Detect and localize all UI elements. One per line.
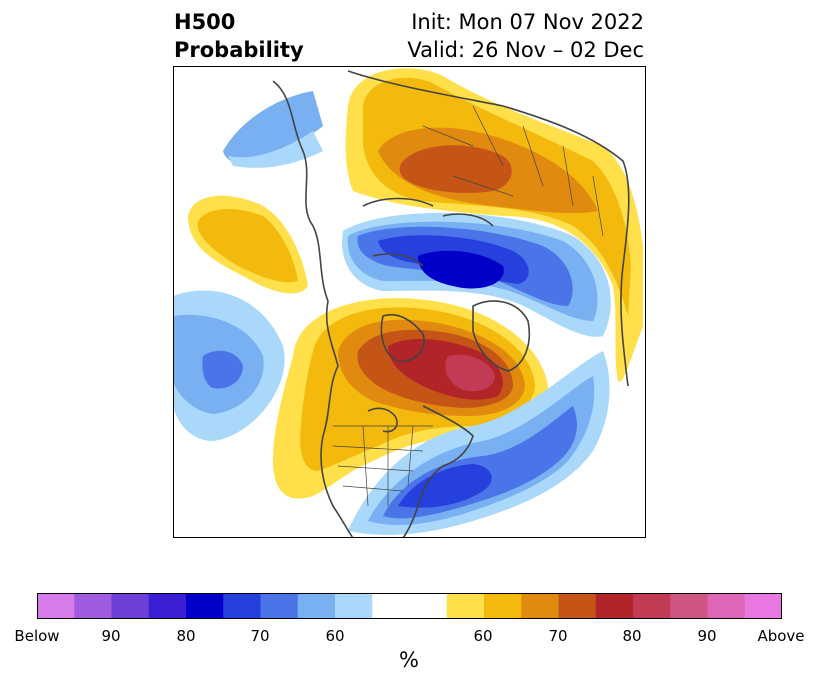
colorbar-segment (446, 593, 485, 619)
coastline-north-america-west (272, 80, 354, 538)
colorbar-segment (670, 593, 708, 619)
colorbar-tick-label: Above (757, 627, 805, 645)
colorbar-segment (484, 593, 522, 619)
colorbar-segment (558, 593, 597, 619)
colorbar-tick-label: 90 (101, 627, 121, 645)
coastline-north-america-east (402, 405, 474, 538)
colorbar-segment (595, 593, 634, 619)
colorbar-tick-label: 70 (548, 627, 568, 645)
borders-eurasia (422, 105, 604, 237)
colorbar-tick-label: 70 (250, 627, 270, 645)
coastline-arctic-islands (362, 197, 494, 267)
colorbar-segment (37, 593, 75, 619)
coastline-great-lakes (367, 407, 398, 433)
colorbar-units: % (399, 648, 419, 672)
colorbar-segment (186, 593, 224, 619)
anomaly-blue5-canada (418, 250, 504, 289)
anomaly-orange-pacific (197, 209, 298, 283)
colorbar-segment (521, 593, 559, 619)
valid-period: Valid: 26 Nov – 02 Dec (407, 38, 644, 62)
chart-title-right: Init: Mon 07 Nov 2022 Valid: 26 Nov – 02… (407, 8, 644, 64)
colorbar-tick-label: 80 (176, 627, 196, 645)
colorbar-tick-label: Below (14, 627, 60, 645)
colorbar-segment (707, 593, 746, 619)
colorbar-segment (74, 593, 112, 619)
colorbar-tick-label: 80 (622, 627, 642, 645)
coastline-hudson-bay (380, 314, 425, 363)
colorbar-segment (297, 593, 336, 619)
anomaly-blue3-pacific (202, 350, 243, 389)
colorbar-segment (148, 593, 187, 619)
probability-map (173, 66, 646, 538)
colorbar-tick-label: 60 (325, 627, 345, 645)
colorbar-segment (111, 593, 150, 619)
colorbar-tick-label: 60 (473, 627, 493, 645)
colorbar-segment (744, 593, 782, 619)
borders-us-states (332, 425, 433, 507)
colorbar (37, 593, 782, 619)
coastline-eurasia (347, 70, 630, 387)
title-variable: H500 (174, 10, 236, 34)
colorbar-frame (37, 593, 782, 619)
colorbar-segment (372, 593, 448, 619)
colorbar-segment (335, 593, 373, 619)
colorbar-tick-label: 90 (697, 627, 717, 645)
coastline-greenland (472, 300, 530, 372)
anomaly-rust-north (399, 145, 512, 193)
colorbar-segment (260, 593, 299, 619)
title-probability: Probability (174, 38, 304, 62)
anomaly-blue-alaska (223, 91, 323, 166)
init-date: Init: Mon 07 Nov 2022 (411, 10, 644, 34)
chart-title-left: H500 Probability (174, 8, 304, 64)
anomaly-red2-east (445, 354, 495, 392)
colorbar-segment (633, 593, 671, 619)
colorbar-segment (223, 593, 261, 619)
